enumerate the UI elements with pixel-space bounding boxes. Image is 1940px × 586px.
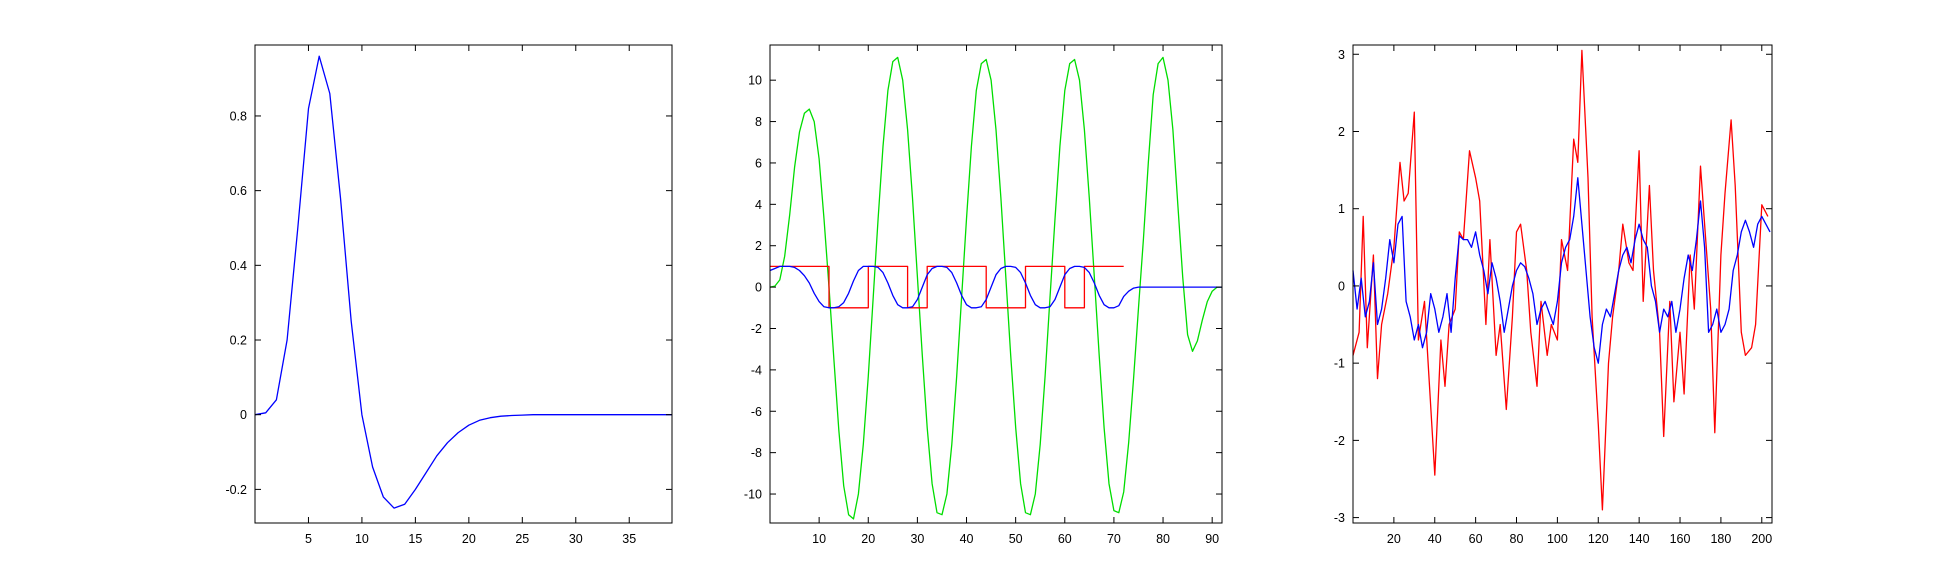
x-tick-label: 10 xyxy=(355,532,369,546)
subplot-left: 5 10 15 20 25 30 35 -0.2 0 0.2 0.4 0.6 0.8 xyxy=(225,44,673,546)
axes-frame xyxy=(1352,44,1773,524)
x-tick-label: 20 xyxy=(861,532,875,546)
x-tick-label: 25 xyxy=(515,532,529,546)
x-tick-label: 10 xyxy=(812,532,826,546)
y-tick-label: 2 xyxy=(755,239,762,253)
x-tick-label: 60 xyxy=(1058,532,1072,546)
y-tick-label: 0.8 xyxy=(230,109,247,123)
series-line-2 xyxy=(770,265,1124,309)
y-tick-label: 0 xyxy=(755,281,762,295)
series-line-1 xyxy=(769,56,1222,520)
y-tick-label: 3 xyxy=(1338,48,1345,62)
y-tick-label: -2 xyxy=(751,322,762,336)
x-tick-label: 40 xyxy=(1428,532,1442,546)
y-tick-label: 2 xyxy=(1338,125,1345,139)
x-tick-label: 20 xyxy=(462,532,476,546)
y-tick-label: -6 xyxy=(751,405,762,419)
y-tick-label: 0.6 xyxy=(230,184,247,198)
axes-frame xyxy=(254,44,673,524)
x-tick-label: 15 xyxy=(408,532,422,546)
axes-frame xyxy=(769,44,1223,524)
y-tick-label: -2 xyxy=(1334,434,1345,448)
series-line-1 xyxy=(1352,49,1769,511)
y-tick-label: 4 xyxy=(755,198,762,212)
x-tick-label: 60 xyxy=(1469,532,1483,546)
x-tick-label: 20 xyxy=(1387,532,1401,546)
x-tick-label: 160 xyxy=(1670,532,1691,546)
x-tick-label: 80 xyxy=(1510,532,1524,546)
series-line-1 xyxy=(254,55,672,509)
x-tick-label: 80 xyxy=(1156,532,1170,546)
y-tick-label: -10 xyxy=(744,488,762,502)
subplot-right: 20 40 60 80 100 120 140 160 180 200 -3 -2 -1 0 1 2 3 xyxy=(1334,44,1773,546)
x-tick-label: 140 xyxy=(1629,532,1650,546)
series-line-3 xyxy=(769,265,1222,309)
y-tick-label: 0 xyxy=(240,408,247,422)
series-line-2 xyxy=(1352,177,1771,364)
y-tick-label: 0 xyxy=(1338,279,1345,293)
x-tick-label: 50 xyxy=(1009,532,1023,546)
y-tick-label: -1 xyxy=(1334,357,1345,371)
y-tick-label: -8 xyxy=(751,446,762,460)
x-tick-label: 30 xyxy=(569,532,583,546)
x-tick-label: 70 xyxy=(1107,532,1121,546)
x-tick-label: 90 xyxy=(1205,532,1219,546)
y-tick-label: -4 xyxy=(751,363,762,377)
x-tick-label: 30 xyxy=(910,532,924,546)
x-tick-label: 35 xyxy=(622,532,636,546)
y-tick-label: -0.2 xyxy=(225,483,247,497)
y-tick-label: 8 xyxy=(755,115,762,129)
y-tick-label: 0.2 xyxy=(230,334,247,348)
y-tick-label: 0.4 xyxy=(230,259,247,273)
x-tick-label: 40 xyxy=(960,532,974,546)
y-tick-label: 1 xyxy=(1338,202,1345,216)
x-tick-label: 5 xyxy=(305,532,312,546)
y-tick-label: 10 xyxy=(748,74,762,88)
x-tick-label: 200 xyxy=(1751,532,1772,546)
subplot-middle: 10 20 30 40 50 60 70 80 90 -10 -8 -6 -4 -2 0 2 4 6 8 10 xyxy=(744,44,1223,546)
x-tick-label: 120 xyxy=(1588,532,1609,546)
y-tick-label: -3 xyxy=(1334,511,1345,525)
y-tick-label: 6 xyxy=(755,156,762,170)
x-tick-label: 180 xyxy=(1710,532,1731,546)
x-tick-label: 100 xyxy=(1547,532,1568,546)
